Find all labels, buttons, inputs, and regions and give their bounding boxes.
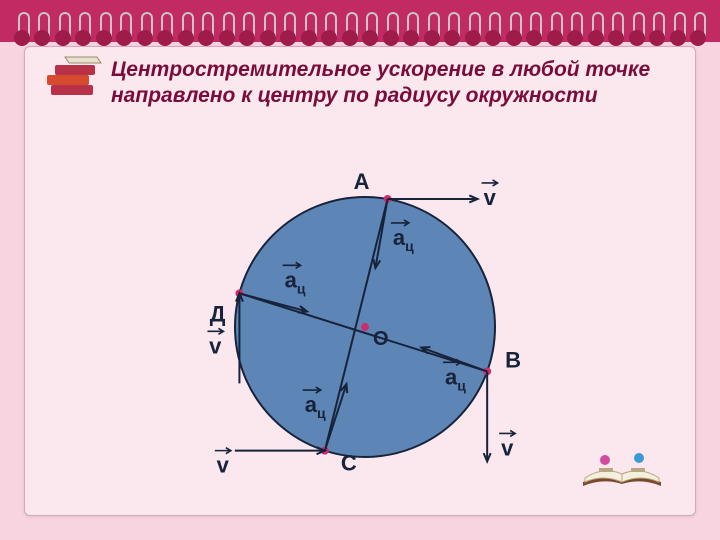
svg-text:Д: Д [210,301,226,326]
svg-text:В: В [505,347,521,372]
spiral-ring [671,12,685,42]
spiral-ring [15,12,29,42]
spiral-ring [691,12,705,42]
spiral-ring [548,12,562,42]
spiral-ring [35,12,49,42]
svg-text:v: v [217,453,230,478]
spiral-ring [630,12,644,42]
spiral-ring [609,12,623,42]
spiral-ring [343,12,357,42]
spiral-ring [425,12,439,42]
spiral-ring [404,12,418,42]
page-title: Центростремительное ускорение в любой то… [111,57,675,110]
svg-text:v: v [484,185,497,210]
spiral-binding [0,0,720,42]
stacked-books-icon [43,51,105,110]
spiral-ring [384,12,398,42]
spiral-ring [220,12,234,42]
spiral-ring [138,12,152,42]
svg-text:О: О [373,328,389,350]
spiral-ring [589,12,603,42]
spiral-ring [240,12,254,42]
spiral-ring [650,12,664,42]
spiral-ring [363,12,377,42]
spiral-ring [199,12,213,42]
svg-text:А: А [354,169,370,194]
spiral-ring [507,12,521,42]
spiral-ring [179,12,193,42]
spiral-ring [261,12,275,42]
spiral-ring [281,12,295,42]
spiral-ring [56,12,70,42]
spiral-ring [158,12,172,42]
svg-text:С: С [341,451,357,476]
spiral-ring [117,12,131,42]
spiral-ring [302,12,316,42]
spiral-ring [445,12,459,42]
content-card: Центростремительное ускорение в любой то… [24,46,696,516]
spiral-ring [466,12,480,42]
spiral-ring [568,12,582,42]
spiral-ring [97,12,111,42]
spiral-ring [322,12,336,42]
title-line-1: Центростремительное ускорение в любой то… [111,58,650,81]
open-book-icon [579,438,665,499]
spiral-ring [486,12,500,42]
title-line-2: направлено к центру по радиусу окружност… [111,84,598,107]
spiral-ring [76,12,90,42]
spiral-ring [527,12,541,42]
svg-text:v: v [501,435,514,460]
svg-text:v: v [209,333,222,358]
